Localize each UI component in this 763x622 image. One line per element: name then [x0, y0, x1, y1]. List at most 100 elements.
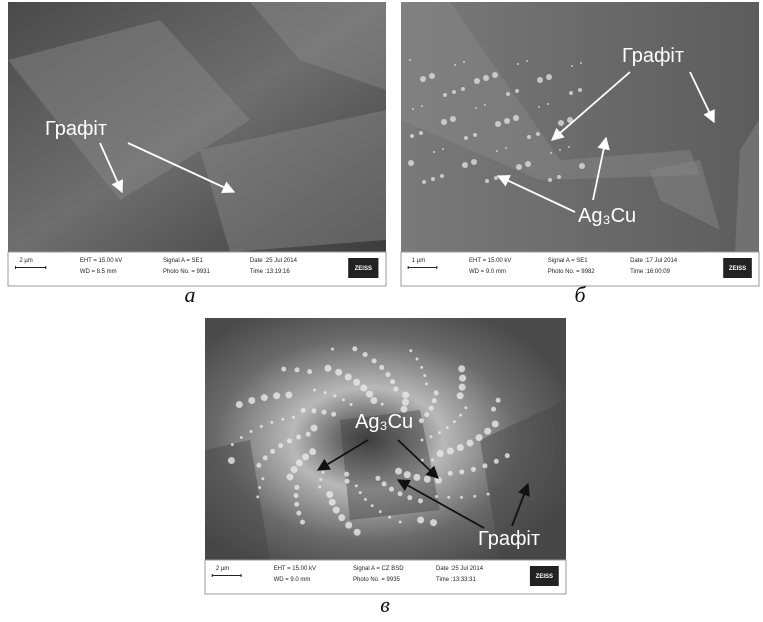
- particle: [506, 92, 510, 96]
- particle: [294, 493, 299, 498]
- particle: [345, 479, 350, 484]
- particle: [324, 365, 331, 372]
- particle: [273, 392, 280, 399]
- particle: [366, 391, 373, 398]
- particle: [440, 174, 444, 178]
- particle: [350, 403, 353, 406]
- annotation: Ag₃Cu: [578, 205, 636, 227]
- particle: [558, 120, 564, 126]
- particle: [417, 516, 424, 523]
- particle: [420, 366, 423, 369]
- particle: [345, 522, 352, 529]
- particle: [458, 365, 465, 372]
- particle: [424, 412, 429, 417]
- particle: [504, 118, 510, 124]
- particle: [433, 151, 435, 153]
- particle: [408, 160, 414, 166]
- particle: [296, 511, 301, 516]
- particle: [409, 59, 411, 61]
- particle: [399, 520, 402, 523]
- particle: [292, 416, 295, 419]
- particle: [228, 457, 235, 464]
- particle: [311, 425, 318, 432]
- particle: [404, 471, 411, 478]
- particle: [483, 75, 489, 81]
- info-photo: Photo No. = 9931: [163, 269, 211, 275]
- particle: [285, 391, 292, 398]
- particle: [463, 61, 465, 63]
- particle: [431, 459, 434, 462]
- particle: [306, 432, 311, 437]
- particle: [429, 73, 435, 79]
- particle: [291, 466, 298, 473]
- particle: [494, 459, 499, 464]
- particle: [419, 418, 424, 423]
- particle: [441, 119, 447, 125]
- particle: [342, 398, 345, 401]
- particle: [459, 469, 464, 474]
- sem-panel: 2 µmEHT = 15.00 kVWD = 8.5 mmSignal A = …: [8, 2, 386, 307]
- brand: ZEISS: [729, 266, 746, 272]
- particle: [296, 459, 303, 466]
- particle: [302, 453, 309, 460]
- particle: [390, 379, 395, 384]
- particle: [379, 365, 384, 370]
- particle: [355, 484, 358, 487]
- particle: [372, 358, 377, 363]
- scale-label: 2 µm: [19, 258, 32, 264]
- particle: [450, 116, 456, 122]
- particle: [300, 520, 305, 525]
- particle: [331, 348, 334, 351]
- particle: [281, 418, 284, 421]
- info-signal: Signal A = CZ BSD: [353, 566, 404, 572]
- particle: [345, 373, 352, 380]
- particle: [333, 506, 340, 513]
- particle: [536, 132, 540, 136]
- particle: [429, 435, 432, 438]
- particle: [381, 403, 384, 406]
- particle: [569, 91, 573, 95]
- particle: [495, 121, 501, 127]
- particle: [492, 72, 498, 78]
- particle: [559, 149, 561, 151]
- info-signal: Signal A = SE1: [548, 258, 589, 264]
- particle: [526, 60, 528, 62]
- particle: [471, 467, 476, 472]
- particle: [370, 397, 377, 404]
- particle: [557, 175, 561, 179]
- particle: [475, 107, 477, 109]
- particle: [393, 387, 398, 392]
- particle: [476, 434, 483, 441]
- particle: [379, 510, 382, 513]
- particle: [496, 150, 498, 152]
- particle: [432, 398, 437, 403]
- info-eht: EHT = 15.00 kV: [469, 258, 511, 264]
- particle: [333, 394, 336, 397]
- particle: [418, 498, 423, 503]
- particle: [385, 372, 390, 377]
- info-photo: Photo No. = 9935: [353, 577, 401, 583]
- particle: [487, 493, 490, 496]
- particle: [430, 519, 437, 526]
- info-photo: Photo No. = 9982: [548, 269, 596, 275]
- particle: [443, 93, 447, 97]
- annotation: Графіт: [622, 45, 684, 67]
- particle: [359, 491, 362, 494]
- particle: [258, 486, 261, 489]
- particle: [419, 131, 423, 135]
- particle: [278, 443, 283, 448]
- particle: [270, 421, 273, 424]
- particle: [236, 401, 243, 408]
- particle: [525, 161, 531, 167]
- particle: [313, 389, 316, 392]
- particle: [515, 89, 519, 93]
- particle: [425, 382, 428, 385]
- particle: [389, 487, 394, 492]
- particle: [294, 502, 299, 507]
- particle: [517, 63, 519, 65]
- particle: [538, 106, 540, 108]
- particle: [256, 463, 261, 468]
- info-date: Date :25 Jul 2014: [436, 566, 484, 572]
- particle: [416, 357, 419, 360]
